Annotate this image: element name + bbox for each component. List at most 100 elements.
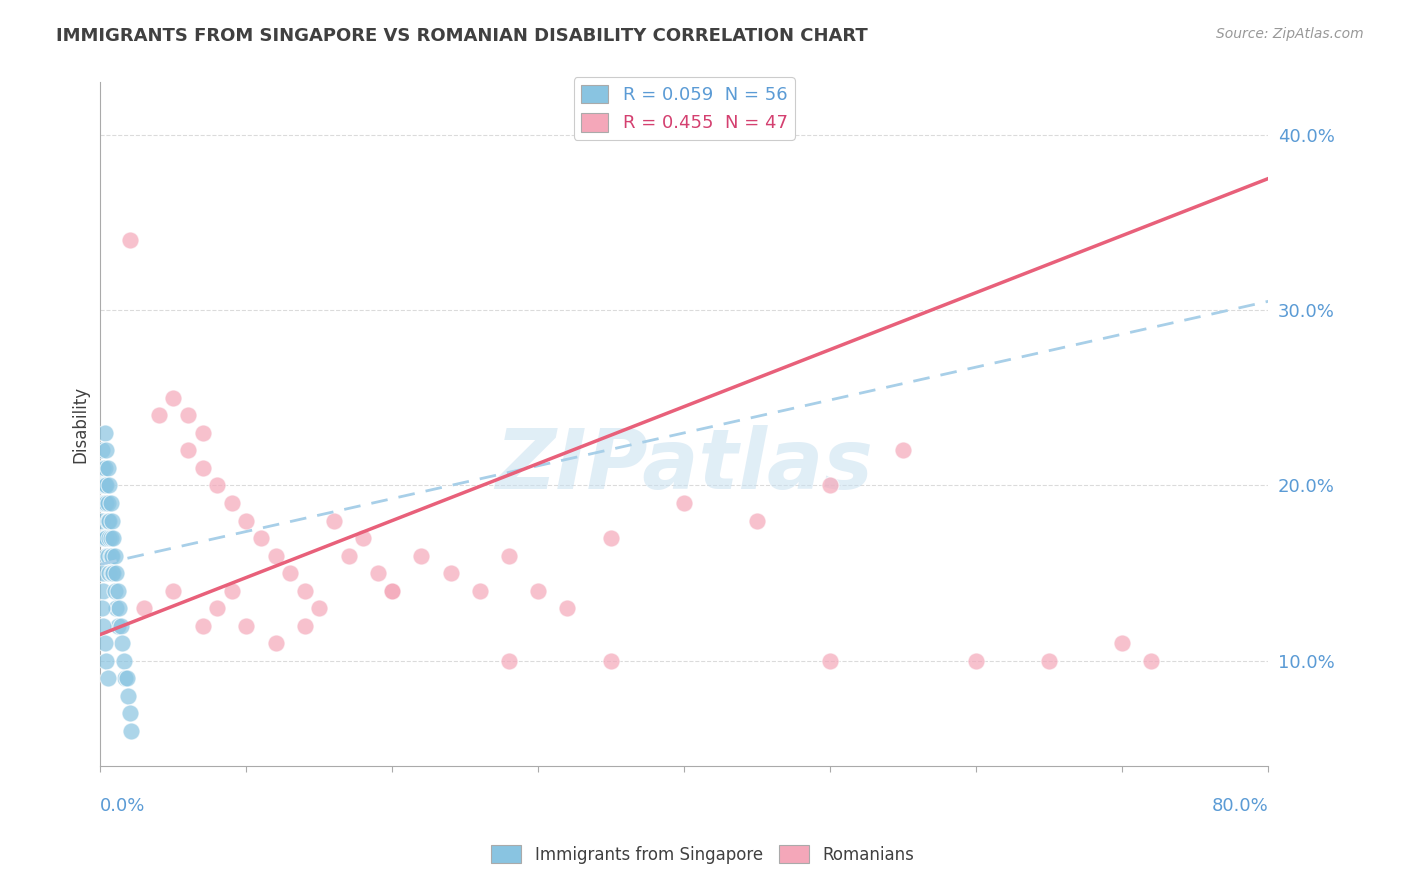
Point: [96, 496, 118, 510]
Point: [90, 601, 112, 615]
Point: [112, 654, 135, 668]
Point: [191, 618, 214, 632]
Point: [91, 496, 114, 510]
Point: [101, 514, 124, 528]
Point: [264, 636, 287, 650]
Point: [191, 425, 214, 440]
Point: [322, 514, 344, 528]
Text: ZIPatlas: ZIPatlas: [495, 425, 873, 506]
Point: [107, 618, 129, 632]
Point: [221, 496, 243, 510]
Point: [498, 654, 520, 668]
Point: [191, 461, 214, 475]
Point: [177, 443, 200, 458]
Point: [103, 566, 125, 581]
Point: [100, 549, 122, 563]
Point: [97, 671, 120, 685]
Point: [264, 549, 287, 563]
Point: [114, 671, 136, 685]
Y-axis label: Disability: Disability: [72, 385, 89, 463]
Legend: Immigrants from Singapore, Romanians: Immigrants from Singapore, Romanians: [485, 838, 921, 871]
Point: [294, 583, 316, 598]
Point: [205, 601, 228, 615]
Point: [90, 478, 112, 492]
Point: [498, 549, 520, 563]
Point: [250, 531, 273, 545]
Text: 0.0%: 0.0%: [100, 797, 146, 814]
Point: [90, 443, 112, 458]
Point: [93, 496, 115, 510]
Point: [97, 549, 120, 563]
Point: [148, 409, 170, 423]
Point: [97, 514, 120, 528]
Point: [337, 549, 360, 563]
Point: [93, 636, 115, 650]
Point: [235, 514, 257, 528]
Point: [98, 514, 121, 528]
Point: [308, 601, 330, 615]
Point: [600, 654, 623, 668]
Point: [891, 443, 914, 458]
Point: [381, 583, 404, 598]
Point: [100, 531, 122, 545]
Text: 80.0%: 80.0%: [1212, 797, 1268, 814]
Point: [117, 689, 139, 703]
Point: [104, 583, 127, 598]
Point: [120, 723, 142, 738]
Point: [100, 496, 122, 510]
Point: [93, 478, 115, 492]
Point: [367, 566, 389, 581]
Text: IMMIGRANTS FROM SINGAPORE VS ROMANIAN DISABILITY CORRELATION CHART: IMMIGRANTS FROM SINGAPORE VS ROMANIAN DI…: [56, 27, 868, 45]
Point: [101, 566, 124, 581]
Point: [818, 654, 841, 668]
Point: [111, 636, 134, 650]
Point: [965, 654, 987, 668]
Point: [205, 478, 228, 492]
Point: [96, 549, 118, 563]
Point: [96, 531, 118, 545]
Point: [98, 566, 121, 581]
Point: [162, 391, 184, 405]
Point: [468, 583, 491, 598]
Point: [352, 531, 374, 545]
Point: [118, 706, 141, 721]
Point: [557, 601, 579, 615]
Point: [440, 566, 463, 581]
Point: [93, 425, 115, 440]
Point: [1111, 636, 1133, 650]
Point: [91, 583, 114, 598]
Point: [177, 409, 200, 423]
Point: [134, 601, 156, 615]
Point: [1038, 654, 1060, 668]
Point: [108, 601, 131, 615]
Point: [221, 583, 243, 598]
Point: [278, 566, 301, 581]
Point: [103, 531, 125, 545]
Point: [118, 233, 141, 247]
Point: [294, 618, 316, 632]
Point: [91, 478, 114, 492]
Legend: R = 0.059  N = 56, R = 0.455  N = 47: R = 0.059 N = 56, R = 0.455 N = 47: [574, 78, 794, 140]
Point: [381, 583, 404, 598]
Point: [101, 549, 124, 563]
Point: [235, 618, 257, 632]
Point: [96, 654, 118, 668]
Point: [98, 478, 121, 492]
Point: [93, 461, 115, 475]
Point: [115, 671, 138, 685]
Point: [93, 531, 115, 545]
Point: [91, 618, 114, 632]
Point: [90, 496, 112, 510]
Text: Source: ZipAtlas.com: Source: ZipAtlas.com: [1216, 27, 1364, 41]
Point: [673, 496, 696, 510]
Point: [90, 514, 112, 528]
Point: [91, 531, 114, 545]
Point: [105, 566, 128, 581]
Point: [411, 549, 433, 563]
Point: [97, 496, 120, 510]
Point: [162, 583, 184, 598]
Point: [527, 583, 550, 598]
Point: [105, 601, 128, 615]
Point: [91, 566, 114, 581]
Point: [107, 583, 129, 598]
